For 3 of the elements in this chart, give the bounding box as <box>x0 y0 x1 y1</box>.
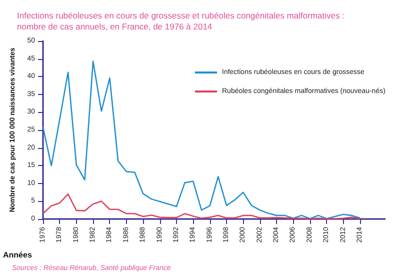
x-axis-title: Années <box>3 250 32 260</box>
line-series <box>42 193 361 220</box>
chart-title: Infections rubéoleuses en cours de grossesse et rubéoles congénitales malformatives : nombre de cas annuels, en France, de 1976 à 2014 <box>17 10 344 32</box>
